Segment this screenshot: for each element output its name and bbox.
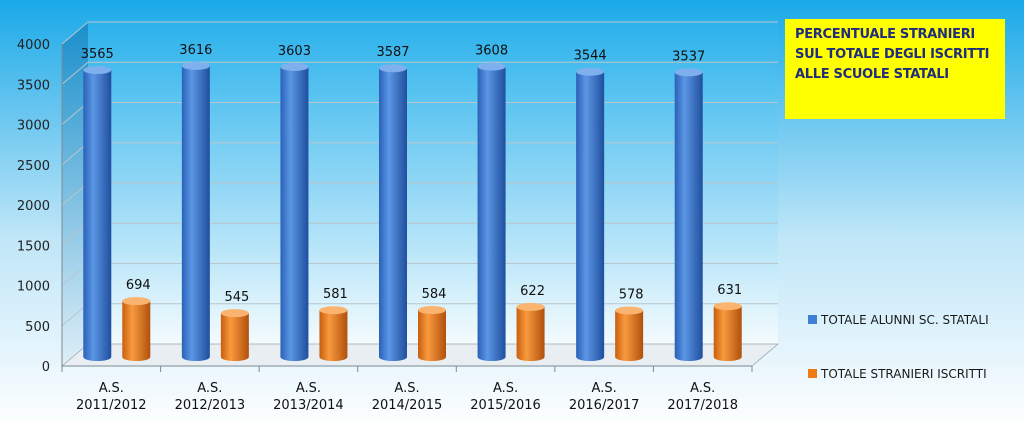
value-label: 3544 <box>574 49 607 64</box>
chart-title: PERCENTUALE STRANIERI SUL TOTALE DEGLI I… <box>785 19 1005 119</box>
bar-top <box>674 68 703 77</box>
value-label: 3537 <box>672 49 705 64</box>
x-tick-label: 2011/2012 <box>76 398 147 413</box>
bar-totale-alunni <box>379 64 407 362</box>
x-tick-label: A.S. <box>690 381 715 396</box>
bar-body <box>418 309 446 361</box>
gridline <box>61 61 89 85</box>
bar-totale-alunni <box>576 67 605 361</box>
legend-item: TOTALE ALUNNI SC. STATALI <box>808 313 989 327</box>
bar-top <box>319 306 348 315</box>
x-tick-label: 2014/2015 <box>372 398 443 413</box>
gridline <box>61 21 89 45</box>
x-tick-label: A.S. <box>197 381 222 396</box>
value-label: 622 <box>520 284 545 299</box>
value-label: 584 <box>422 287 447 302</box>
bar-totale-stranieri <box>516 302 545 361</box>
x-tick-label: 2016/2017 <box>569 398 640 413</box>
chart-title-line: ALLE SCUOLE STATALI <box>795 67 949 82</box>
y-tick-label: 1500 <box>17 239 50 254</box>
y-tick-label: 3500 <box>17 78 50 93</box>
value-label: 694 <box>126 278 151 293</box>
x-tick-label: 2012/2013 <box>175 398 246 413</box>
value-label: 3616 <box>179 43 212 58</box>
bar-totale-stranieri <box>122 297 151 361</box>
bar-totale-stranieri <box>220 309 249 361</box>
bar-body <box>379 68 407 362</box>
bar-body <box>713 306 742 361</box>
bar-totale-alunni <box>280 62 309 362</box>
bar-body <box>516 306 545 361</box>
x-tick-label: 2015/2016 <box>470 398 541 413</box>
y-tick-label: 4000 <box>17 38 50 53</box>
legend-label: TOTALE ALUNNI SC. STATALI <box>820 313 989 327</box>
bar-top <box>477 62 506 71</box>
bar-totale-stranieri <box>615 306 644 361</box>
bar-totale-alunni <box>181 61 210 362</box>
bar-top <box>615 306 644 315</box>
bar-body <box>615 310 644 361</box>
x-tick-label: 2013/2014 <box>273 398 344 413</box>
value-label: 581 <box>323 287 348 302</box>
value-label: 3603 <box>278 44 311 59</box>
bar-top <box>220 309 249 318</box>
bar-body <box>477 66 506 361</box>
value-label: 545 <box>224 290 249 305</box>
bottom-strip <box>0 422 1024 431</box>
bar-body <box>220 313 249 361</box>
legend-swatch <box>808 315 817 324</box>
y-tick-label: 500 <box>25 320 50 335</box>
value-label: 3565 <box>81 47 114 62</box>
bar-top <box>418 305 446 314</box>
bar-body <box>280 66 309 362</box>
bar-body <box>319 310 348 361</box>
bar-top <box>713 302 742 311</box>
value-label: 631 <box>717 283 742 298</box>
x-tick-label: A.S. <box>296 381 321 396</box>
chart-title-line: SUL TOTALE DEGLI ISCRITTI <box>795 47 990 62</box>
y-tick-label: 3000 <box>17 119 50 134</box>
bar-top <box>516 302 545 311</box>
bar-body <box>83 70 112 361</box>
bar-top <box>122 297 151 306</box>
bar-totale-alunni <box>674 68 703 362</box>
value-label: 3608 <box>475 44 508 59</box>
x-tick-label: A.S. <box>493 381 518 396</box>
bar-body <box>122 301 151 361</box>
bar-top <box>576 67 605 76</box>
chart-title-line: PERCENTUALE STRANIERI <box>795 27 975 42</box>
legend-item: TOTALE STRANIERI ISCRITTI <box>808 367 987 381</box>
bar-body <box>181 65 210 362</box>
y-tick-label: 2500 <box>17 159 50 174</box>
y-axis: 0 500 1000 1500 2000 2500 3000 3500 4000 <box>17 38 63 375</box>
legend-swatch <box>808 369 817 378</box>
legend: TOTALE ALUNNI SC. STATALI TOTALE STRANIER… <box>808 313 989 381</box>
y-tick-label: 1000 <box>17 280 50 295</box>
bar-body <box>576 71 605 361</box>
x-axis: A.S. 2011/2012 A.S. 2012/2013 A.S. 2013/2014 A… <box>61 365 753 413</box>
value-label: 3587 <box>376 45 409 60</box>
bar-totale-stranieri <box>319 306 348 361</box>
bar-top <box>379 64 407 73</box>
bar-top <box>181 61 210 70</box>
value-label: 578 <box>619 287 644 302</box>
bar-top <box>280 62 309 71</box>
legend-label: TOTALE STRANIERI ISCRITTI <box>820 367 987 381</box>
x-tick-label: A.S. <box>99 381 124 396</box>
x-tick-label: A.S. <box>394 381 419 396</box>
bars <box>83 61 742 362</box>
bar-totale-stranieri <box>713 302 742 361</box>
bar-totale-alunni <box>83 66 112 361</box>
x-tick-label: A.S. <box>592 381 617 396</box>
bar-totale-alunni <box>477 62 506 361</box>
x-tick-label: 2017/2018 <box>667 398 738 413</box>
bar-top <box>83 66 112 75</box>
bar-body <box>674 72 703 362</box>
value-labels: 3565 694 3616 545 3603 581 3587 584 3608 622 3544 5… <box>81 43 742 305</box>
y-tick-label: 0 <box>42 360 50 375</box>
y-tick-label: 2000 <box>17 199 50 214</box>
bar-totale-stranieri <box>418 305 446 361</box>
